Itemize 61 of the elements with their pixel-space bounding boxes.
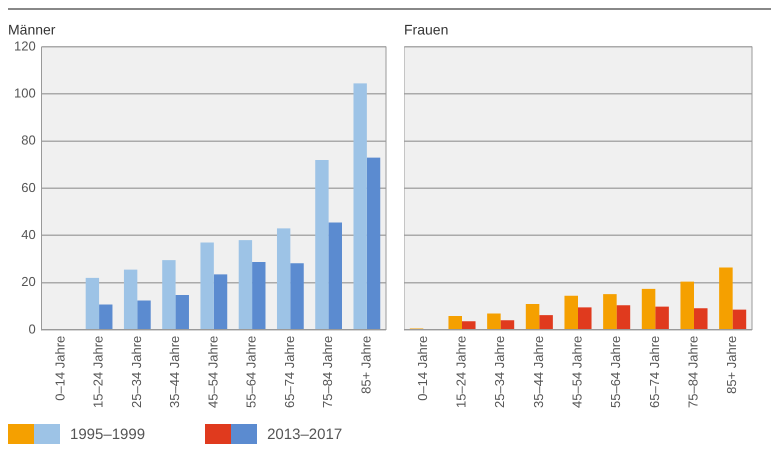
bar [366,158,380,329]
bar [564,296,578,329]
x-tick-label: 35–44 Jahre [167,336,182,408]
y-tick-label: 0 [28,321,36,336]
bar [315,160,329,329]
legend-label: 1995–1999 [70,426,146,442]
bar [694,308,708,329]
bar [200,242,214,329]
bar [99,304,112,329]
bar [655,306,669,329]
x-tick-label: 75–84 Jahre [320,336,336,408]
y-tick-label: 80 [21,132,36,148]
x-tick-label: 55–64 Jahre [244,336,259,408]
x-tick-label: 15–24 Jahre [90,336,106,408]
legend-label: 2013–2017 [267,426,342,442]
x-tick-label: 25–34 Jahre [492,336,508,408]
chart-title: Männer [8,21,56,38]
x-tick-label: 0–14 Jahre [414,336,430,401]
bar [526,304,540,329]
bar [642,288,656,329]
bar [539,315,553,329]
x-tick-label: 55–64 Jahre [608,336,624,408]
bar [448,316,462,329]
x-tick-label: 35–44 Jahre [530,336,546,408]
x-tick-label: 85+ Jahre [724,336,740,394]
bar [462,321,476,329]
x-tick-label: 85+ Jahre [358,336,374,394]
x-tick-label: 25–34 Jahre [128,336,144,408]
bar [500,320,514,329]
bar [290,263,304,329]
bar [328,222,342,329]
bar [680,282,694,329]
x-tick-label: 15–24 Jahre [454,336,469,408]
x-tick-label: 0–14 Jahre [52,336,68,401]
x-tick-label: 65–74 Jahre [646,336,662,408]
y-tick-label: 100 [14,86,36,101]
bar [238,240,252,329]
bar [86,278,100,329]
chart-title: Frauen [404,21,448,38]
bar [176,295,189,329]
bar [137,300,151,329]
y-tick-label: 60 [21,180,36,195]
y-tick-label: 40 [21,226,36,242]
bar [252,262,266,329]
bar [487,313,501,329]
bar [732,310,746,329]
x-tick-label: 45–54 Jahre [570,336,585,408]
bar [616,305,630,329]
bar [603,294,617,329]
bar [124,270,138,329]
bar [276,228,290,329]
bar [353,83,367,329]
x-tick-label: 65–74 Jahre [282,336,297,408]
bar [162,260,176,329]
x-tick-label: 75–84 Jahre [686,336,701,408]
bar [578,307,592,329]
y-tick-label: 20 [21,274,36,290]
y-tick-label: 120 [14,38,36,54]
bar [214,274,228,329]
bar [719,267,733,329]
x-tick-label: 45–54 Jahre [205,336,220,408]
